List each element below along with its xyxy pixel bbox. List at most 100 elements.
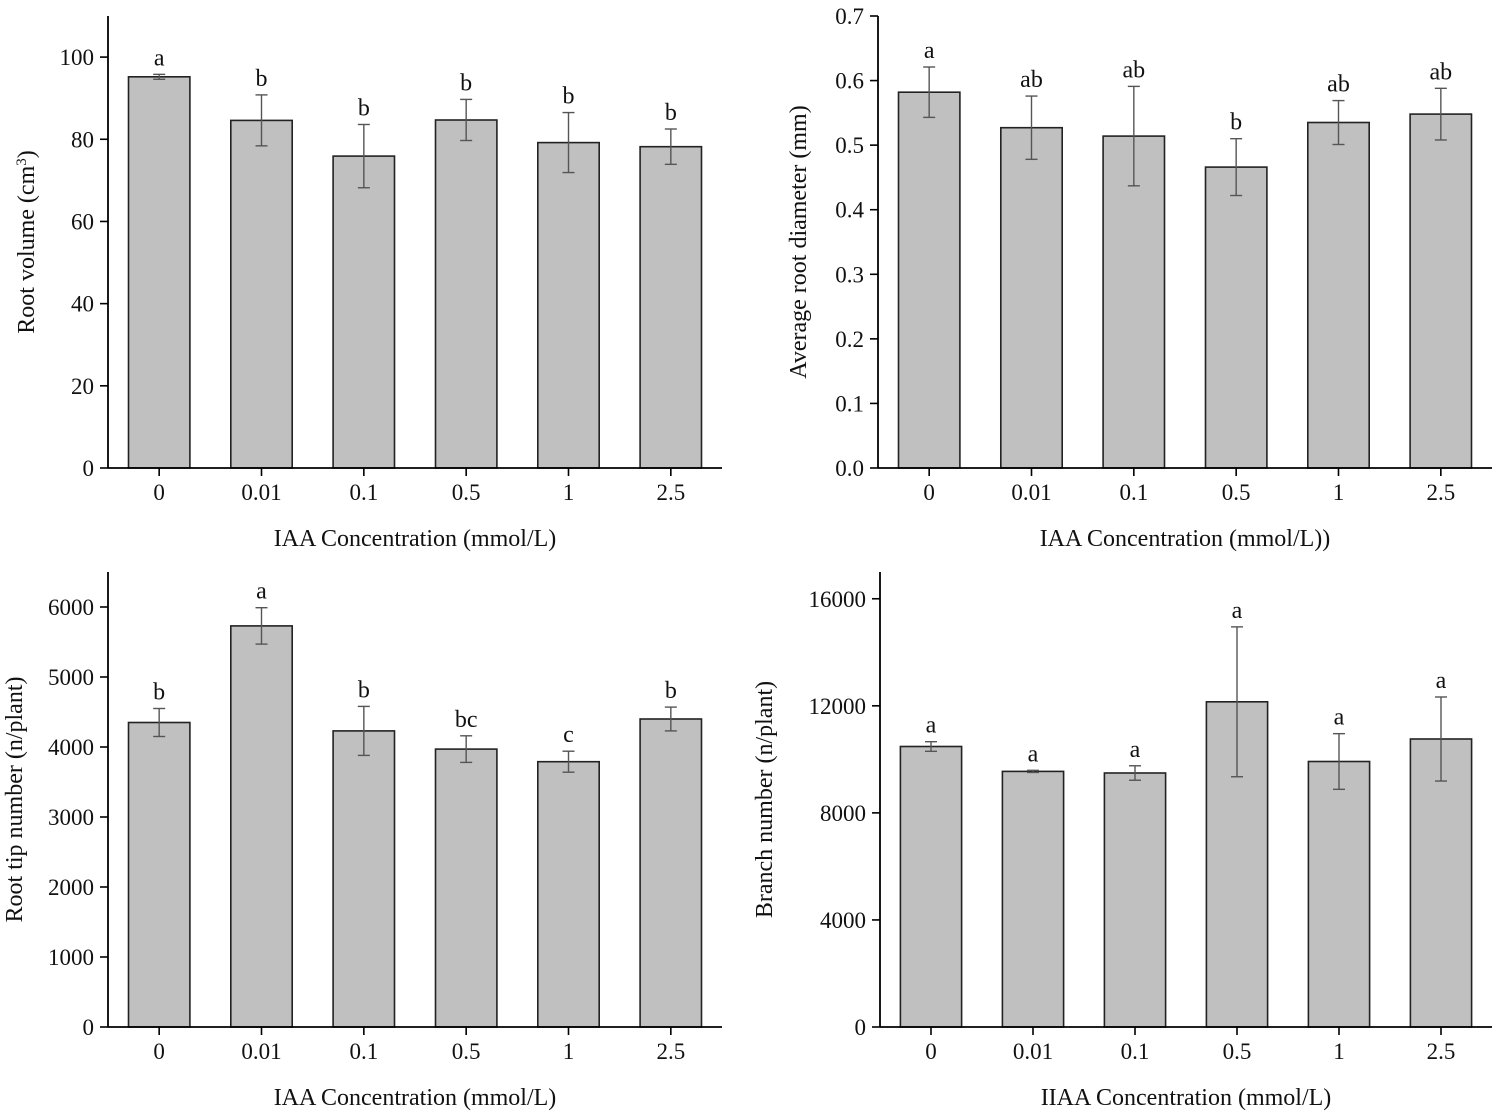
root-volume-bar-5	[639, 145, 703, 469]
root-tip-number-x-tick-label-1: 0.01	[241, 1039, 281, 1064]
root-tip-number-y-tick-label-2: 2000	[48, 875, 94, 900]
branch-number-significance-label-3: a	[1232, 598, 1243, 624]
average-root-diameter-significance-label-2: ab	[1123, 57, 1146, 83]
average-root-diameter-error-bar-5	[1434, 87, 1447, 141]
average-root-diameter-x-tick-label-5: 2.5	[1426, 480, 1455, 505]
root-tip-number-x-tick-label-2: 0.1	[349, 1039, 378, 1064]
root-volume-y-tick-label-4: 80	[71, 127, 94, 152]
root-volume-error-bar-2	[357, 123, 370, 189]
average-root-diameter-y-tick-label-6: 0.6	[835, 69, 864, 94]
root-tip-number-y-tick-label-6: 6000	[48, 595, 94, 620]
root-tip-number-bar-2	[332, 730, 396, 1028]
branch-number-error-bar-0	[925, 740, 937, 753]
root-volume-significance-label-3: b	[460, 70, 472, 96]
root-tip-number-y-axis-title-text: Root tip number (n/plant)	[2, 677, 28, 923]
average-root-diameter-y-axis-title: Average root diameter (mm)	[786, 105, 812, 378]
root-volume-panel: a 0 b 0.01 b 0.1 b 0.5 b 1 b 2.5 0 20 40 60 80 100 IAA Con…	[14, 16, 722, 552]
root-tip-number-significance-label-5: b	[665, 678, 677, 704]
average-root-diameter-y-axis-title-text: Average root diameter (mm)	[786, 105, 812, 378]
root-volume-y-axis-title-text: Root volume (cm	[14, 165, 40, 333]
root-volume-bar-0	[127, 76, 191, 469]
root-volume-error-bar-1	[255, 94, 268, 147]
root-tip-number-y-tick-label-4: 4000	[48, 735, 94, 760]
root-tip-number-x-axis-title: IAA Concentration (mmol/L)	[274, 1085, 557, 1111]
branch-number-x-tick-label-5: 2.5	[1427, 1039, 1456, 1064]
average-root-diameter-x-tick-label-0: 0	[923, 480, 935, 505]
root-volume-significance-label-4: b	[563, 84, 575, 110]
branch-number-significance-label-1: a	[1028, 741, 1039, 767]
root-tip-number-error-bar-3	[460, 735, 473, 764]
root-tip-number-error-bar-2	[357, 705, 370, 757]
root-volume-y-tick-label-3: 60	[71, 209, 94, 234]
branch-number-error-bar-1	[1027, 769, 1039, 774]
average-root-diameter-bar-5	[1409, 113, 1473, 469]
average-root-diameter-y-tick-label-7: 0.7	[835, 4, 864, 29]
branch-number-y-axis-title-text: Branch number (n/plant)	[752, 681, 778, 918]
branch-number-x-axis-title: IIAA Concentration (mmol/L)	[1041, 1085, 1332, 1111]
root-volume-y-tick-label-2: 40	[71, 292, 94, 317]
branch-number-significance-label-5: a	[1436, 668, 1447, 694]
root-volume-x-axis-title: IAA Concentration (mmol/L)	[274, 526, 557, 552]
root-tip-number-panel: b 0 a 0.01 b 0.1 bc 0.5 c 1 b 2.5 0 1000 2000 3000 4000 5…	[2, 572, 722, 1111]
branch-number-x-tick-label-3: 0.5	[1223, 1039, 1252, 1064]
root-volume-x-tick-label-5: 2.5	[656, 480, 685, 505]
branch-number-significance-label-4: a	[1334, 705, 1345, 731]
root-volume-bar-1	[230, 119, 294, 469]
root-tip-number-significance-label-4: c	[563, 722, 574, 748]
root-volume-bar-3	[434, 119, 498, 469]
branch-number-error-bar-2	[1129, 765, 1141, 781]
branch-number-significance-label-0: a	[926, 713, 937, 739]
branch-number-error-bar-4	[1333, 732, 1345, 791]
average-root-diameter-panel: a 0 ab 0.01 ab 0.1 b 0.5 ab 1 ab 2.5 0.0 0.1 0.2 0.3 0.4…	[786, 4, 1492, 552]
root-volume-x-tick-label-4: 1	[563, 480, 575, 505]
average-root-diameter-significance-label-3: b	[1230, 110, 1242, 136]
average-root-diameter-error-bar-0	[923, 66, 936, 119]
root-tip-number-y-tick-label-3: 3000	[48, 805, 94, 830]
root-tip-number-y-axis-title: Root tip number (n/plant)	[2, 677, 28, 923]
average-root-diameter-y-tick-label-1: 0.1	[835, 391, 864, 416]
average-root-diameter-bar-4	[1307, 121, 1371, 469]
root-tip-number-x-tick-label-4: 1	[563, 1039, 575, 1064]
average-root-diameter-significance-label-0: a	[924, 38, 935, 64]
root-tip-number-significance-label-2: b	[358, 677, 370, 703]
root-tip-number-bar-5	[639, 718, 703, 1028]
root-volume-significance-label-5: b	[665, 100, 677, 126]
branch-number-y-tick-label-4: 16000	[809, 587, 867, 612]
branch-number-x-tick-label-1: 0.01	[1013, 1039, 1053, 1064]
average-root-diameter-significance-label-1: ab	[1020, 67, 1043, 93]
root-volume-bar-4	[536, 141, 600, 469]
branch-number-x-tick-label-2: 0.1	[1121, 1039, 1150, 1064]
root-volume-y-tick-label-5: 100	[60, 45, 95, 70]
branch-number-bar-1	[1001, 770, 1065, 1028]
branch-number-x-tick-label-0: 0	[925, 1039, 937, 1064]
branch-number-y-tick-label-2: 8000	[820, 801, 866, 826]
root-tip-number-significance-label-3: bc	[455, 707, 478, 733]
root-volume-error-bar-3	[460, 98, 473, 142]
average-root-diameter-bar-1	[999, 126, 1063, 469]
root-volume-x-tick-label-0: 0	[153, 480, 165, 505]
average-root-diameter-error-bar-3	[1230, 137, 1243, 197]
root-tip-number-bar-3	[434, 748, 498, 1028]
average-root-diameter-y-tick-label-4: 0.4	[835, 198, 864, 223]
root-volume-x-tick-label-2: 0.1	[349, 480, 378, 505]
average-root-diameter-x-tick-label-1: 0.01	[1011, 480, 1051, 505]
root-volume-y-axis-title-superscript: 3	[14, 158, 30, 166]
root-tip-number-y-tick-label-5: 5000	[48, 665, 94, 690]
branch-number-bar-2	[1103, 772, 1167, 1028]
branch-number-bar-4	[1307, 760, 1371, 1028]
root-volume-y-tick-label-1: 20	[71, 374, 94, 399]
average-root-diameter-x-axis-title: IAA Concentration (mmol/L))	[1040, 526, 1331, 552]
root-tip-number-y-tick-label-0: 0	[83, 1015, 95, 1040]
root-volume-y-tick-label-0: 0	[83, 456, 95, 481]
root-tip-number-x-tick-label-3: 0.5	[452, 1039, 481, 1064]
average-root-diameter-significance-label-5: ab	[1430, 59, 1453, 85]
root-tip-number-significance-label-1: a	[256, 579, 267, 605]
root-tip-number-x-tick-label-5: 2.5	[656, 1039, 685, 1064]
average-root-diameter-bar-2	[1102, 135, 1166, 469]
branch-number-bar-0	[899, 745, 963, 1028]
root-volume-x-tick-label-3: 0.5	[452, 480, 481, 505]
root-volume-bar-2	[332, 155, 396, 469]
branch-number-y-tick-label-1: 4000	[820, 908, 866, 933]
average-root-diameter-significance-label-4: ab	[1327, 72, 1350, 98]
